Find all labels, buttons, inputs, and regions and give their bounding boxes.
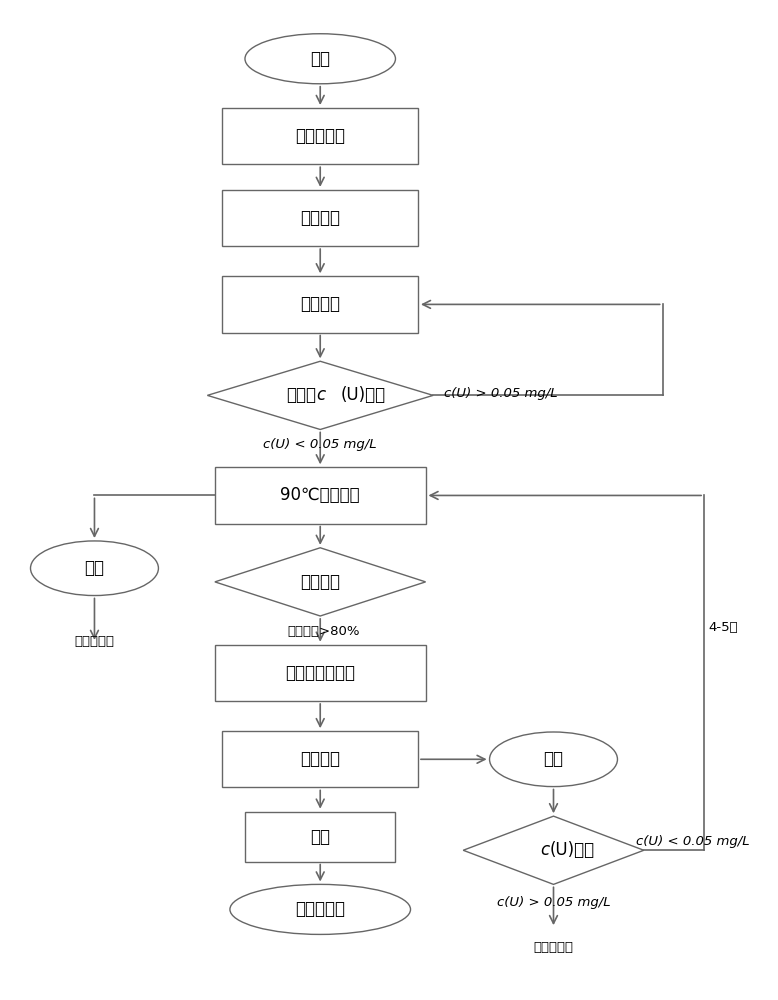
- Text: 残液: 残液: [544, 750, 563, 768]
- FancyBboxPatch shape: [215, 467, 426, 524]
- Text: c: c: [541, 841, 550, 859]
- Text: 4-5批: 4-5批: [708, 621, 738, 634]
- Polygon shape: [208, 361, 433, 429]
- Text: c: c: [317, 386, 325, 404]
- Ellipse shape: [30, 541, 159, 596]
- Text: 过滤处理: 过滤处理: [300, 209, 340, 227]
- Text: c(U) < 0.05 mg/L: c(U) < 0.05 mg/L: [636, 835, 750, 848]
- Ellipse shape: [230, 884, 411, 934]
- Text: 淡水: 淡水: [85, 559, 104, 577]
- Text: (U)检测: (U)检测: [341, 386, 386, 404]
- Text: 进一步处理: 进一步处理: [534, 941, 573, 954]
- Text: 体积测量: 体积测量: [300, 573, 340, 591]
- Ellipse shape: [245, 34, 395, 84]
- FancyBboxPatch shape: [223, 276, 418, 333]
- Text: 蒸发体积>80%: 蒸发体积>80%: [288, 625, 360, 638]
- Text: c(U) > 0.05 mg/L: c(U) > 0.05 mg/L: [444, 387, 558, 400]
- Text: 流出液: 流出液: [286, 386, 317, 404]
- Text: 硝酸铵晶体: 硝酸铵晶体: [295, 900, 345, 918]
- FancyBboxPatch shape: [223, 731, 418, 787]
- Text: 进一步回用: 进一步回用: [75, 635, 114, 648]
- FancyBboxPatch shape: [245, 812, 395, 862]
- Ellipse shape: [489, 732, 618, 787]
- Text: c(U) < 0.05 mg/L: c(U) < 0.05 mg/L: [264, 438, 377, 451]
- Polygon shape: [215, 548, 426, 616]
- Text: 废液: 废液: [310, 50, 330, 68]
- Text: 蒸馏法除氨: 蒸馏法除氨: [295, 127, 345, 145]
- FancyBboxPatch shape: [215, 645, 426, 701]
- Text: 自然冷却至室温: 自然冷却至室温: [286, 664, 356, 682]
- Text: 硅胶除铀: 硅胶除铀: [300, 295, 340, 313]
- Text: (U)检测: (U)检测: [550, 841, 595, 859]
- FancyBboxPatch shape: [223, 190, 418, 246]
- Polygon shape: [463, 816, 644, 884]
- Text: 90℃蒸发结晶: 90℃蒸发结晶: [280, 486, 360, 504]
- Text: 结晶: 结晶: [310, 828, 330, 846]
- FancyBboxPatch shape: [223, 108, 418, 164]
- Text: c(U) > 0.05 mg/L: c(U) > 0.05 mg/L: [496, 896, 610, 909]
- Text: 结晶过滤: 结晶过滤: [300, 750, 340, 768]
